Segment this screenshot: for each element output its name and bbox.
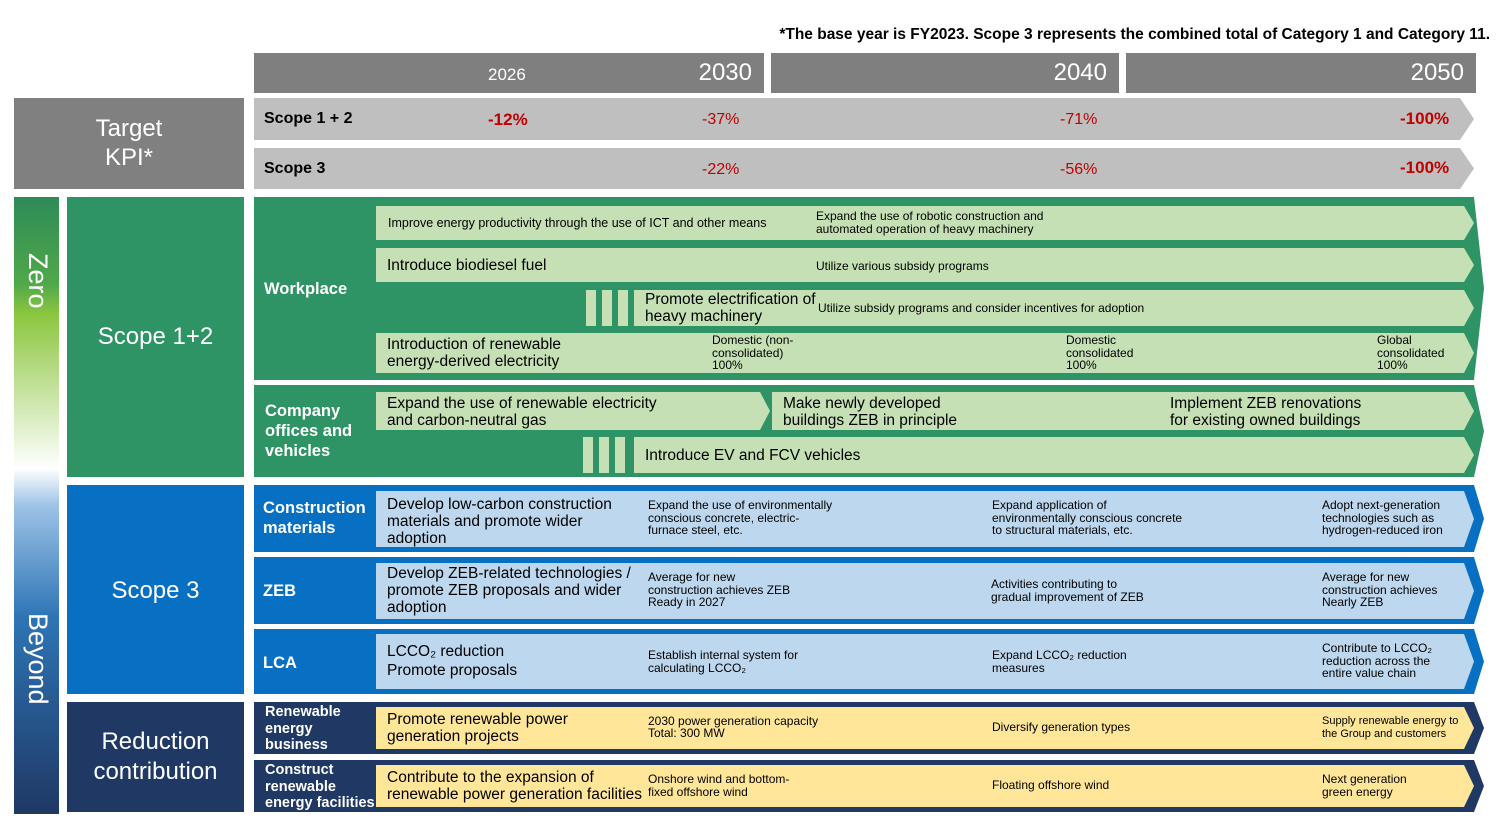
year-2030: 2030 <box>698 59 752 86</box>
year-2026: 2026 <box>488 65 526 84</box>
offices-row-2: Introduce EV and FCV vehicles <box>634 437 1474 473</box>
construction-d: Adopt next-generation technologies such … <box>1322 498 1443 537</box>
construction-row: Develop low-carbon construction material… <box>376 491 1474 547</box>
offices-bars <box>583 437 631 478</box>
kpi-scope3-2050: -100% <box>1400 158 1450 177</box>
offices-row-1b: Make newly developed buildings ZEB in pr… <box>772 392 1474 430</box>
kpi-scope12-2040: -71% <box>1060 111 1098 128</box>
year-2040: 2040 <box>1053 59 1107 86</box>
zero-beyond-bar: Zero Beyond <box>14 197 59 814</box>
workplace-label: Workplace <box>264 280 348 298</box>
scope12-group: Scope 1+2 <box>67 197 244 477</box>
renewable-facilities-c: Floating offshore wind <box>992 778 1110 792</box>
construction-a: Develop low-carbon construction material… <box>387 496 612 547</box>
workplace-r4a: Introduction of renewable energy-derived… <box>387 336 562 370</box>
renewable-facilities-row: Contribute to the expansion of renewable… <box>376 765 1474 807</box>
renewable-facilities-label: Construct renewable energy facilities <box>265 762 375 811</box>
kpi-scope3-2040: -56% <box>1060 161 1098 178</box>
kpi-scope12-2026: -12% <box>488 110 528 129</box>
workplace-r1b: Expand the use of robotic construction a… <box>816 209 1044 236</box>
kpi-row-scope12: Scope 1 + 2 -12% -37% -71% -100% <box>254 98 1474 140</box>
target-kpi-box: Target KPI* <box>14 98 244 189</box>
workplace-r4c: Domestic consolidated 100% <box>1066 333 1134 372</box>
lca-b: Establish internal system for calculatin… <box>648 648 799 675</box>
workplace-row-2: Introduce biodiesel fuel Utilize various… <box>376 248 1474 282</box>
workplace-row-1: Improve energy productivity through the … <box>376 206 1474 240</box>
year-bar-2050: 2050 <box>1126 53 1476 93</box>
kpi-scope3-2030: -22% <box>702 161 740 178</box>
zeb-row: Develop ZEB-related technologies / promo… <box>376 563 1474 619</box>
kpi-label-scope3: Scope 3 <box>264 160 326 177</box>
renewable-facilities-b: Onshore wind and bottom-fixed offshore w… <box>648 772 790 799</box>
kpi-row-scope3: Scope 3 -22% -56% -100% <box>254 148 1474 189</box>
workplace-r4b: Domestic (non-consolidated) 100% <box>712 333 794 372</box>
renewable-business-b1: 2030 power generation capacity <box>648 714 819 728</box>
year-2050: 2050 <box>1410 59 1464 86</box>
zeb-c: Activities contributing to gradual impro… <box>991 577 1144 604</box>
renewable-business-row: Promote renewable power generation proje… <box>376 707 1474 749</box>
zeb-d: Average for new construction achieves Ne… <box>1322 570 1438 609</box>
workplace-r2a: Introduce biodiesel fuel <box>387 257 547 274</box>
offices-r1a: Expand the use of renewable electricity … <box>387 395 657 429</box>
workplace-r2b: Utilize various subsidy programs <box>816 259 989 273</box>
renewable-business-label: Renewable energy business <box>265 704 341 753</box>
workplace-r4d: Global consolidated 100% <box>1377 333 1445 372</box>
scope3-group: Scope 3 <box>67 485 244 694</box>
year-bar-2040: 2040 <box>771 53 1119 93</box>
zeb-a: Develop ZEB-related technologies / promo… <box>387 565 631 616</box>
renewable-business-b2: Total: 300 MW <box>648 726 725 740</box>
lca-label: LCA <box>263 654 297 672</box>
lca-a1: LCCO₂ reduction <box>387 643 505 660</box>
base-year-note: *The base year is FY2023. Scope 3 repres… <box>779 26 1490 43</box>
kpi-scope12-2030: -37% <box>702 111 740 128</box>
construction-b: Expand the use of environmentally consci… <box>648 498 833 537</box>
kpi-label-scope12: Scope 1 + 2 <box>264 110 353 127</box>
lca-a2: Promote proposals <box>387 662 518 679</box>
offices-r2a: Introduce EV and FCV vehicles <box>645 447 861 464</box>
lca-row: LCCO₂ reduction Promote proposals Establ… <box>376 634 1474 689</box>
construction-c: Expand application of environmentally co… <box>992 498 1183 537</box>
workplace-bars-1 <box>586 290 634 331</box>
year-bar-2030: 2026 2030 <box>254 53 764 93</box>
kpi-scope12-2050: -100% <box>1400 109 1450 128</box>
lca-c: Expand LCCO₂ reduction measures <box>992 648 1127 675</box>
offices-label: Company offices and vehicles <box>265 402 353 460</box>
workplace-r3a: Promote electrification of heavy machine… <box>645 291 816 325</box>
workplace-r3b: Utilize subsidy programs and consider in… <box>818 301 1145 315</box>
workplace-row-4: Introduction of renewable energy-derived… <box>376 333 1474 373</box>
beyond-label: Beyond <box>23 613 53 705</box>
workplace-row-3: Promote electrification of heavy machine… <box>634 290 1474 326</box>
zeb-label: ZEB <box>263 582 296 600</box>
offices-row-1a: Expand the use of renewable electricity … <box>376 392 770 430</box>
offices-r1b: Make newly developed buildings ZEB in pr… <box>783 395 958 429</box>
scope12-title: Scope 1+2 <box>97 323 214 350</box>
construction-label: Construction materials <box>263 499 366 537</box>
zero-label: Zero <box>23 253 53 309</box>
renewable-business-d: Supply renewable energy to the Group and… <box>1322 715 1459 740</box>
target-kpi-title: Target KPI* <box>95 115 163 171</box>
renewable-facilities-d: Next generation green energy <box>1322 772 1407 799</box>
reduction-title: Reduction contribution <box>93 728 218 785</box>
renewable-business-a: Promote renewable power generation proje… <box>387 711 568 745</box>
reduction-group: Reduction contribution <box>67 702 244 812</box>
renewable-facilities-a: Contribute to the expansion of renewable… <box>387 769 643 803</box>
scope3-title: Scope 3 <box>111 577 200 604</box>
zeb-b: Average for new construction achieves ZE… <box>648 570 791 609</box>
workplace-r1a: Improve energy productivity through the … <box>388 216 767 230</box>
lca-d: Contribute to LCCO₂ reduction across the… <box>1322 641 1433 680</box>
renewable-business-c: Diversify generation types <box>992 720 1131 734</box>
offices-r1c: Implement ZEB renovations for existing o… <box>1170 395 1362 429</box>
